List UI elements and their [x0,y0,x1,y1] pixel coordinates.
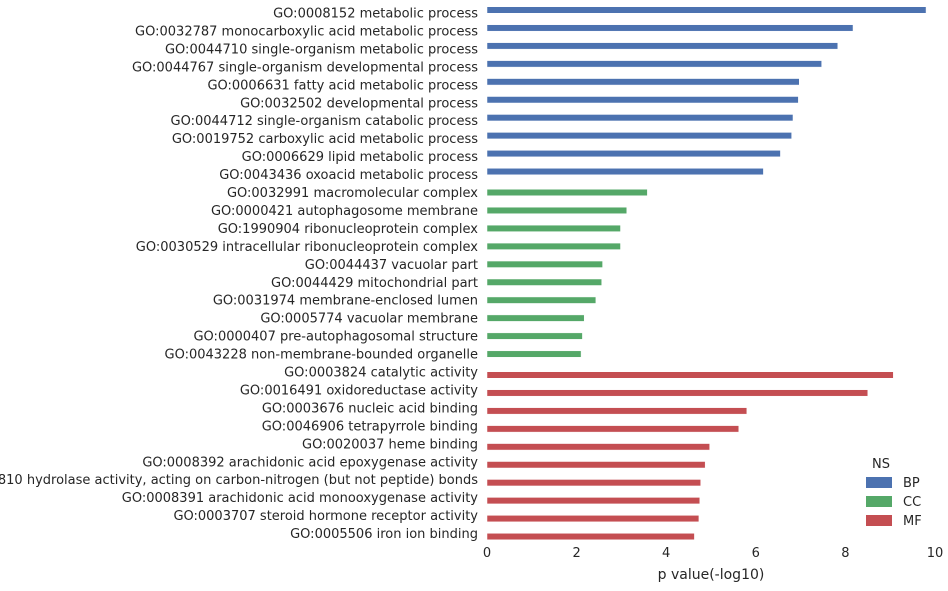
category-labels: GO:0008152 metabolic process GO:0032787 m… [0,7,478,543]
legend-label: MF [903,514,922,529]
category-label: GO:0005506 iron ion binding [290,527,478,542]
legend-swatch [866,515,892,526]
bars-layer [486,6,927,541]
category-label: GO:0044437 vacuolar part [305,258,478,273]
bar [486,332,583,340]
x-tick-label: 6 [752,546,760,561]
category-label: GO:0044712 single-organism catabolic pro… [171,114,479,129]
bar [486,78,800,86]
category-label: GO:0000407 pre-autophagosomal structure [193,330,478,345]
bar [486,242,621,250]
bar [486,533,695,541]
category-label: GO:0000421 autophagosome membrane [211,204,478,219]
x-axis-ticks: 0 2 4 6 8 10 [483,546,943,561]
category-label: GO:0044767 single-organism developmental… [132,60,478,75]
x-tick-label: 0 [483,546,491,561]
bar [486,479,701,487]
bar [486,150,781,158]
category-label: GO:0044710 single-organism metabolic pro… [165,42,478,57]
x-tick-label: 8 [841,546,849,561]
x-axis-label: p value(-log10) [658,567,765,583]
category-label: GO:0008391 arachidonic acid monooxygenas… [122,491,479,506]
bar [486,96,799,104]
category-label: GO:0006631 fatty acid metabolic process [207,78,478,93]
bar [486,278,602,286]
bar [486,407,748,415]
bar [486,296,597,304]
legend-swatch [866,496,892,507]
bar [486,6,927,14]
bar [486,260,603,268]
bar [486,371,894,379]
bar [486,497,701,505]
legend-entries: BP CC MF [866,476,922,529]
category-label: GO:0044429 mitochondrial part [271,276,478,291]
bar [486,168,764,176]
legend-label: CC [903,495,921,510]
bar [486,461,706,469]
bar [486,189,648,196]
bar [486,114,794,122]
bar [486,515,700,523]
category-label: GO:0031974 membrane-enclosed lumen [213,294,478,309]
category-label: GO:0043436 oxoacid metabolic process [219,168,478,183]
bar [486,314,585,322]
bar [486,24,854,32]
bar [486,350,582,358]
legend-label: BP [903,476,920,491]
bar [486,389,869,397]
category-label: GO:0016810 hydrolase activity, acting on… [0,473,478,488]
category-label: GO:0016491 oxidoreductase activity [240,383,478,398]
category-label: GO:0046906 tetrapyrrole binding [262,419,478,434]
bar [486,42,839,50]
category-label: GO:0003707 steroid hormone receptor acti… [173,509,478,524]
bar [486,206,628,214]
category-label: GO:0043228 non-membrane-bounded organell… [165,348,479,363]
bar [486,60,822,68]
category-label: GO:0006629 lipid metabolic process [242,150,479,165]
category-label: GO:0005774 vacuolar membrane [260,312,478,327]
category-label: GO:0030529 intracellular ribonucleoprote… [136,240,479,255]
category-label: GO:0003676 nucleic acid binding [262,401,478,416]
category-label: GO:0032502 developmental process [240,96,478,111]
category-label: GO:0008392 arachidonic acid epoxygenase … [142,455,478,470]
legend: NS BP CC MF [866,457,922,529]
category-label: GO:0032787 monocarboxylic acid metabolic… [135,24,478,39]
x-tick-label: 10 [927,546,944,561]
category-label: GO:1990904 ribonucleoprotein complex [218,222,479,237]
bar [486,443,710,451]
category-label: GO:0019752 carboxylic acid metabolic pro… [172,132,478,147]
bar [486,224,621,232]
category-label: GO:0003824 catalytic activity [284,366,478,381]
bar [486,132,792,140]
x-tick-label: 2 [572,546,580,561]
bar [486,425,740,433]
category-label: GO:0020037 heme binding [302,437,478,452]
x-tick-label: 4 [662,546,670,561]
legend-swatch [866,477,892,488]
legend-title: NS [872,457,890,472]
category-label: GO:0008152 metabolic process [273,7,478,22]
category-label: GO:0032991 macromolecular complex [227,186,478,201]
